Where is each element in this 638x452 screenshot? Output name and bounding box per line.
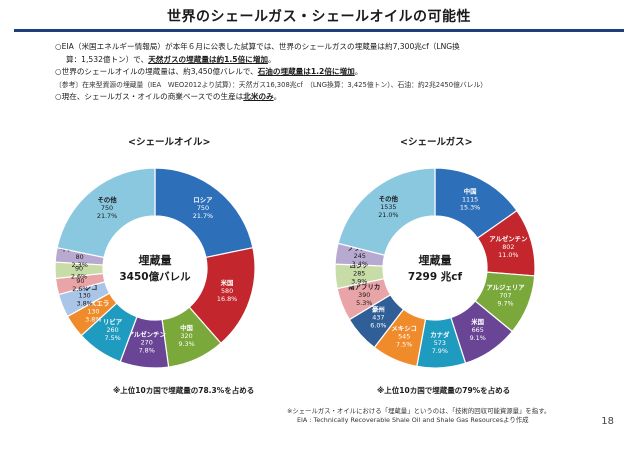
footnote-definition: ※シェールガス・オイルにおける「埋蔵量」というのは、「技術的回収可能資源量」を指… — [287, 407, 551, 415]
footnote: ※シェールガス・オイルにおける「埋蔵量」というのは、「技術的回収可能資源量」を指… — [287, 407, 550, 425]
gas-slice-label: カナダ 573 7.9% — [430, 330, 450, 355]
bullet-oil: ○世界のシェールオイルの埋蔵量は、約3,450億バレルで、石油の埋蔵量は1.2倍… — [55, 66, 615, 79]
bullet-gas-text: 算：1,532億トン）で、 — [66, 54, 149, 64]
oil-center-title: 埋蔵量 — [139, 253, 172, 267]
gas-chart-title: <シェールガス> — [400, 137, 473, 148]
gas-summary: ※上位10カ国で埋蔵量の79%を占める — [377, 386, 511, 395]
gas-slice-label: 豪州 437 6.0% — [370, 305, 386, 330]
gas-slice-label: メキシコ 545 7.5% — [391, 324, 417, 348]
oil-chart-title: <シェールオイル> — [128, 137, 211, 148]
bullet-gas-end: 。 — [267, 54, 276, 64]
bullet-oil-text: ○世界のシェールオイルの埋蔵量は、約3,450億バレルで、 — [55, 67, 258, 76]
oil-slice — [154, 167, 254, 259]
bullet-gas-highlight: 天然ガスの埋蔵量は約1.5倍に増加 — [148, 54, 268, 64]
oil-center-value: 3450億バレル — [119, 270, 191, 283]
page-number: 18 — [601, 416, 614, 427]
page-title: 世界のシェールガス・シェールオイルの可能性 — [166, 9, 472, 25]
reference-note: 〔参考〕在来型資源の埋蔵量（IEA WEO2012より試算）：天然ガス16,30… — [55, 80, 488, 89]
gas-slice-label: その他 1535 21.0% — [378, 194, 398, 219]
title-divider — [14, 29, 624, 32]
gas-slice-label: 米国 665 9.1% — [470, 317, 486, 342]
bullet-oil-end: 。 — [354, 67, 363, 76]
bullet-production-highlight: 北米のみ — [243, 92, 274, 101]
bullet-production-end: 。 — [273, 92, 282, 101]
bullet-gas-line1: ○EIA（米国エネルギー情報局）が本年６月に公表した試算では、世界のシェールガス… — [55, 42, 460, 51]
gas-donut-chart: 中国 1115 15.3% アルゼンチン 802 11.0% アルジェリア 707 9.7%米国… — [334, 167, 536, 369]
oil-slice-label: 中国 320 9.3% — [178, 323, 194, 348]
gas-center-value: 7299 兆cf — [408, 270, 463, 283]
summary-bullets: ○EIA（米国エネルギー情報局）が本年６月に公表した試算では、世界のシェールガス… — [55, 41, 615, 104]
oil-slice-label: アルゼンチン 270 7.8% — [128, 330, 167, 355]
gas-slice-label: 南アフリカ 390 5.3% — [348, 282, 380, 307]
oil-slice-label: 米国 580 16.8% — [217, 278, 237, 303]
bullet-production: ○現在、シェールガス・オイルの商業ベースでの生産は北米のみ。 — [55, 91, 615, 104]
gas-slice — [337, 167, 436, 256]
gas-center-title: 埋蔵量 — [419, 253, 452, 267]
footnote-source: EIA : Technically Recoverable Shale Oil … — [297, 416, 529, 424]
oil-slice-label: ロシア 750 21.7% — [193, 196, 213, 220]
bullet-production-text: ○現在、シェールガス・オイルの商業ベースでの生産は — [55, 92, 244, 101]
bullet-oil-highlight: 石油の埋蔵量は1.2倍に増加 — [257, 67, 355, 76]
oil-summary: ※上位10カ国で埋蔵量の78.3%を占める — [113, 386, 255, 395]
gas-slice-label: 中国 1115 15.3% — [460, 187, 480, 212]
oil-slice — [56, 167, 156, 259]
bullet-gas-line2: 算：1,532億トン）で、天然ガスの埋蔵量は約1.5倍に増加。 — [55, 54, 615, 67]
oil-donut-chart: ロシア 750 21.7% 米国 580 16.8% 中国 320 9.3% アルゼンチン 270 7… — [54, 167, 256, 369]
gas-slice-label: アルジェリア 707 9.7% — [486, 283, 525, 307]
gas-slice-label: アルゼンチン 802 11.0% — [489, 234, 528, 259]
oil-slice-label: リビア 260 7.5% — [103, 317, 123, 342]
oil-slice-label: その他 750 21.7% — [97, 195, 117, 220]
oil-slice-label: ベネズエラ 130 3.8% — [77, 298, 109, 323]
